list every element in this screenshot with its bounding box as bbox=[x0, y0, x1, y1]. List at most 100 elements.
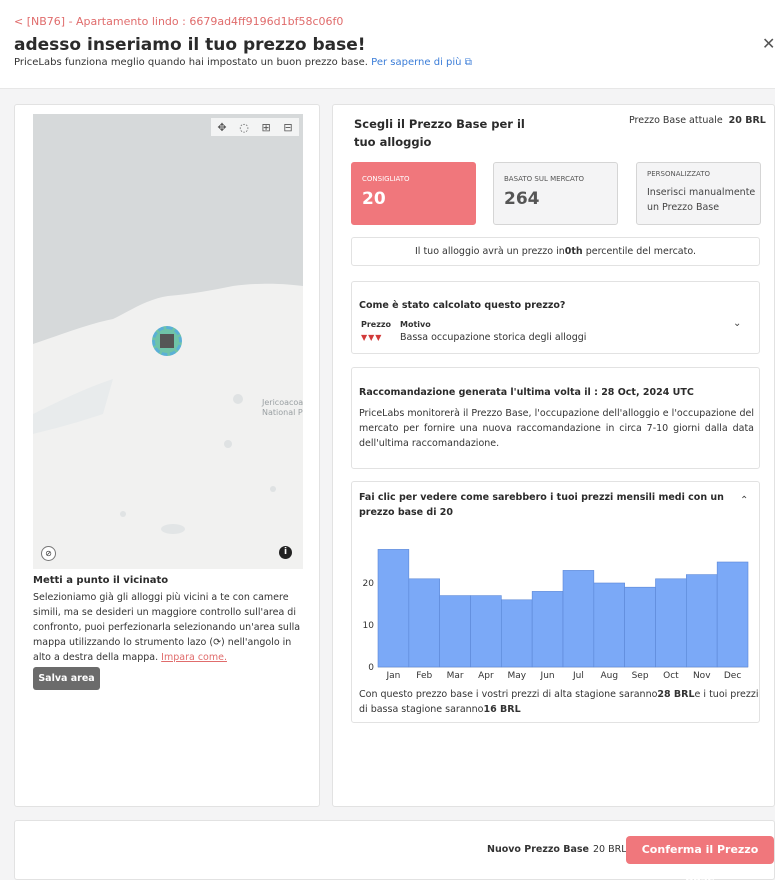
percentile-pre: Il tuo alloggio avrà un prezzo in bbox=[414, 246, 565, 257]
subtitle-text: PriceLabs funziona meglio quando hai imp… bbox=[14, 57, 368, 68]
x-tick-label: Feb bbox=[416, 671, 432, 681]
y-tick-label: 10 bbox=[363, 621, 375, 631]
bar-jan[interactable] bbox=[377, 549, 410, 668]
percentile-note: Il tuo alloggio avrà un prezzo in0th per… bbox=[351, 237, 760, 266]
neighborhood-description-text: Selezioniamo già gli alloggi più vicini … bbox=[33, 592, 301, 648]
save-area-button[interactable]: Salva area bbox=[33, 667, 100, 690]
lasso-glyph-icon: ⟳ bbox=[213, 637, 222, 648]
calculation-reason: Bassa occupazione storica degli alloggi bbox=[400, 332, 587, 343]
map-place-label: Jericoacoa National P bbox=[262, 398, 303, 418]
chevron-up-icon[interactable]: ⌃ bbox=[740, 495, 749, 506]
option-custom-hint: Inserisci manualmente un Prezzo Base bbox=[647, 187, 756, 213]
back-link[interactable]: < [NB76] - Apartamento lindo : 6679ad4ff… bbox=[14, 15, 344, 28]
map[interactable]: ✥ ◌ ⊞ ⊟ Jericoacoa National P ⊘ i bbox=[33, 114, 303, 569]
recommendation-box: Raccomandazione generata l'ultima volta … bbox=[351, 367, 760, 469]
neighborhood-description: Selezioniamo già gli alloggi più vicini … bbox=[33, 590, 309, 665]
recommendation-title: Raccomandazione generata l'ultima volta … bbox=[359, 387, 694, 398]
option-market-label: BASATO SUL MERCATO bbox=[504, 175, 585, 183]
info-icon[interactable]: i bbox=[279, 546, 292, 559]
map-toolbar: ✥ ◌ ⊞ ⊟ bbox=[211, 118, 299, 136]
high-season-price: 28 BRL bbox=[657, 689, 695, 700]
bar-jul[interactable] bbox=[562, 570, 595, 668]
x-tick-label: Jan bbox=[385, 671, 400, 681]
map-place-label-1: Jericoacoa bbox=[262, 398, 303, 407]
map-search-icon[interactable]: ⊘ bbox=[41, 546, 56, 561]
zoom-out-icon[interactable]: ⊟ bbox=[283, 120, 293, 134]
recommendation-text: PriceLabs monitorerà il Prezzo Base, l'o… bbox=[359, 408, 754, 449]
bar-nov[interactable] bbox=[686, 574, 718, 668]
low-season-price: 16 BRL bbox=[483, 704, 521, 715]
x-tick-label: Jun bbox=[540, 671, 555, 681]
neighborhood-description-end: ) nell'angolo in alto a destra della map… bbox=[33, 637, 292, 663]
close-icon[interactable]: ✕ bbox=[762, 34, 775, 53]
option-recommended[interactable]: CONSIGLIATO 20 bbox=[351, 162, 476, 225]
bar-aug[interactable] bbox=[593, 582, 625, 668]
neighborhood-title: Metti a punto il vicinato bbox=[33, 575, 169, 586]
bar-dec[interactable] bbox=[716, 561, 749, 668]
x-tick-label: Jul bbox=[572, 671, 584, 681]
option-market-value: 264 bbox=[504, 189, 540, 209]
option-recommended-label: CONSIGLIATO bbox=[362, 175, 410, 183]
calculation-col-price: Prezzo bbox=[361, 320, 392, 329]
page-title: adesso inseriamo il tuo prezzo base! bbox=[14, 35, 366, 55]
option-custom-label: PERSONALIZZATO bbox=[647, 170, 711, 178]
down-arrows-icon: ▼▼▼ bbox=[361, 333, 383, 342]
current-price-label: Prezzo Base attuale bbox=[629, 115, 723, 126]
learn-more-link[interactable]: Per saperne di più ⧉ bbox=[371, 57, 472, 68]
lasso-icon[interactable]: ◌ bbox=[239, 120, 249, 134]
bar-jun[interactable] bbox=[531, 591, 564, 668]
bar-may[interactable] bbox=[501, 599, 533, 668]
monthly-prices-title: Fai clic per vedere come sarebbero i tuo… bbox=[359, 492, 724, 518]
zoom-in-icon[interactable]: ⊞ bbox=[261, 120, 271, 134]
location-marker[interactable] bbox=[152, 326, 182, 356]
x-tick-label: May bbox=[507, 671, 526, 681]
page-header: < [NB76] - Apartamento lindo : 6679ad4ff… bbox=[0, 0, 775, 88]
map-place-label-2: National P bbox=[262, 408, 303, 417]
learn-how-link[interactable]: Impara come. bbox=[161, 652, 227, 663]
monthly-prices-accordion[interactable]: Fai clic per vedere come sarebbero i tuo… bbox=[351, 481, 760, 723]
season-summary-low-text: e i tuoi prezzi di bassa stagione sarann… bbox=[359, 689, 759, 715]
current-base-price: Prezzo Base attuale 20 BRL bbox=[629, 115, 766, 126]
percentile-post: percentile del mercato. bbox=[582, 246, 697, 257]
season-summary-high-text: Con questo prezzo base i vostri prezzi d… bbox=[359, 689, 658, 700]
bar-feb[interactable] bbox=[408, 578, 440, 668]
monthly-price-chart: 0 10 20 Jan Feb Mar Apr May Jun Jul Aug Sep Oct Nov De… bbox=[363, 549, 749, 681]
x-tick-label: Mar bbox=[447, 671, 464, 681]
external-link-icon: ⧉ bbox=[464, 57, 472, 68]
calculation-title: Come è stato calcolato questo prezzo? bbox=[359, 300, 566, 311]
y-tick-label: 0 bbox=[368, 663, 374, 673]
neighborhood-panel: ✥ ◌ ⊞ ⊟ Jericoacoa National P ⊘ i Metti … bbox=[14, 104, 320, 807]
y-tick-label: 20 bbox=[363, 579, 375, 589]
option-custom[interactable]: PERSONALIZZATO Inserisci manualmente un … bbox=[636, 162, 761, 225]
x-tick-label: Nov bbox=[693, 671, 711, 681]
move-icon[interactable]: ✥ bbox=[217, 120, 227, 134]
option-market-based[interactable]: BASATO SUL MERCATO 264 bbox=[493, 162, 618, 225]
bar-mar[interactable] bbox=[439, 595, 471, 668]
new-price-label: Nuovo Prezzo Base bbox=[487, 844, 589, 855]
season-summary: Con questo prezzo base i vostri prezzi d… bbox=[359, 687, 759, 717]
chevron-down-icon[interactable]: ⌄ bbox=[733, 318, 742, 329]
bar-oct[interactable] bbox=[655, 578, 687, 668]
new-base-price: Nuovo Prezzo Base 20 BRL bbox=[487, 844, 627, 855]
calculation-col-reason: Motivo bbox=[400, 320, 431, 329]
x-tick-label: Dec bbox=[724, 671, 741, 681]
learn-more-label[interactable]: Per saperne di più bbox=[371, 57, 462, 68]
location-square bbox=[160, 334, 174, 348]
bar-apr[interactable] bbox=[470, 595, 502, 668]
confirm-base-price-button[interactable]: Conferma il Prezzo Base bbox=[626, 836, 774, 880]
bar-sep[interactable] bbox=[624, 586, 656, 668]
option-recommended-value: 20 bbox=[362, 189, 386, 209]
x-tick-label: Sep bbox=[632, 671, 649, 681]
footer-bar: Nuovo Prezzo Base 20 BRL Conferma il Prez… bbox=[14, 820, 775, 880]
new-price-value: 20 BRL bbox=[593, 844, 627, 855]
map-terrain bbox=[33, 114, 303, 569]
page-subtitle: PriceLabs funziona meglio quando hai imp… bbox=[14, 57, 472, 68]
percentile-value: 0th bbox=[564, 246, 583, 257]
current-price-value: 20 BRL bbox=[728, 115, 766, 126]
x-tick-label: Apr bbox=[478, 671, 494, 681]
choose-base-price-title: Scegli il Prezzo Base per il tuo alloggi… bbox=[354, 117, 525, 149]
base-price-panel: Scegli il Prezzo Base per il tuo alloggi… bbox=[332, 104, 775, 807]
calculation-accordion[interactable]: Come è stato calcolato questo prezzo? Pr… bbox=[351, 281, 760, 354]
x-tick-label: Oct bbox=[663, 671, 679, 681]
x-tick-label: Aug bbox=[600, 671, 618, 681]
